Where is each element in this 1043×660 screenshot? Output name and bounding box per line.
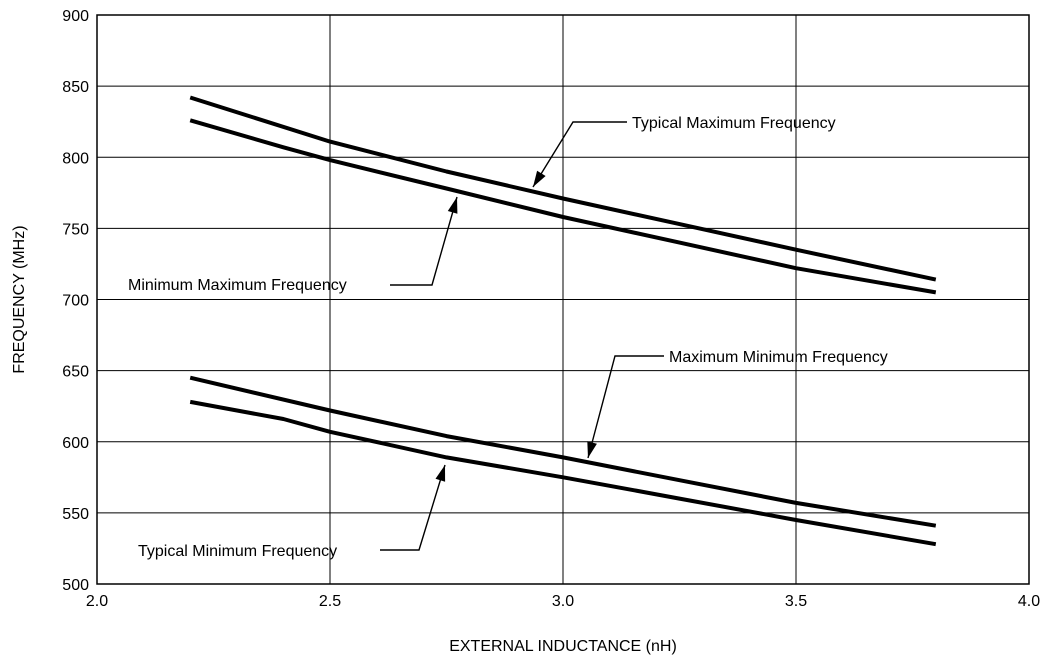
- annotation-arrowhead: [533, 170, 546, 187]
- y-tick-label: 900: [62, 8, 89, 25]
- series-line-2: [189, 375, 937, 528]
- y-tick-label: 700: [62, 293, 89, 310]
- x-axis-title: EXTERNAL INDUCTANCE (nH): [449, 638, 677, 655]
- annotation-label: Typical Maximum Frequency: [632, 115, 836, 132]
- series-line-1: [189, 118, 937, 295]
- annotation-arrowhead: [447, 197, 458, 214]
- x-tick-label: 2.5: [319, 593, 341, 610]
- x-tick-label: 3.5: [785, 593, 807, 610]
- y-tick-label: 650: [62, 364, 89, 381]
- tick-labels: 2.0 2.5 3.0 3.5 4.0 500 550 600 650 700 750 800 850 9…: [62, 8, 1040, 610]
- annotation-leader: [390, 196, 458, 286]
- annotation-label: Maximum Minimum Frequency: [669, 349, 888, 366]
- x-tick-label: 2.0: [86, 593, 108, 610]
- series-layer: [189, 95, 937, 547]
- y-tick-label: 550: [62, 506, 89, 523]
- annotation-leader: [380, 464, 446, 551]
- annotation-label: Typical Minimum Frequency: [138, 543, 337, 560]
- y-tick-label: 500: [62, 577, 89, 594]
- y-tick-label: 800: [62, 150, 89, 167]
- annotation-leader: [532, 121, 627, 188]
- annotation-arrowhead: [435, 465, 446, 482]
- grid: [96, 14, 1030, 585]
- y-tick-label: 750: [62, 221, 89, 238]
- y-tick-label: 600: [62, 435, 89, 452]
- annotation-label: Minimum Maximum Frequency: [128, 277, 347, 294]
- annotation-leader: [587, 355, 664, 459]
- y-axis-title: FREQUENCY (MHz): [11, 225, 28, 373]
- y-tick-label: 850: [62, 79, 89, 96]
- x-tick-label: 3.0: [552, 593, 574, 610]
- x-tick-label: 4.0: [1018, 593, 1040, 610]
- series-line-0: [189, 95, 937, 282]
- series-line-3: [189, 399, 937, 547]
- annotation-arrowhead: [587, 441, 597, 458]
- plot-frame: [96, 14, 1030, 585]
- annotations: Typical Maximum Frequency Minimum Maximum…: [128, 115, 888, 560]
